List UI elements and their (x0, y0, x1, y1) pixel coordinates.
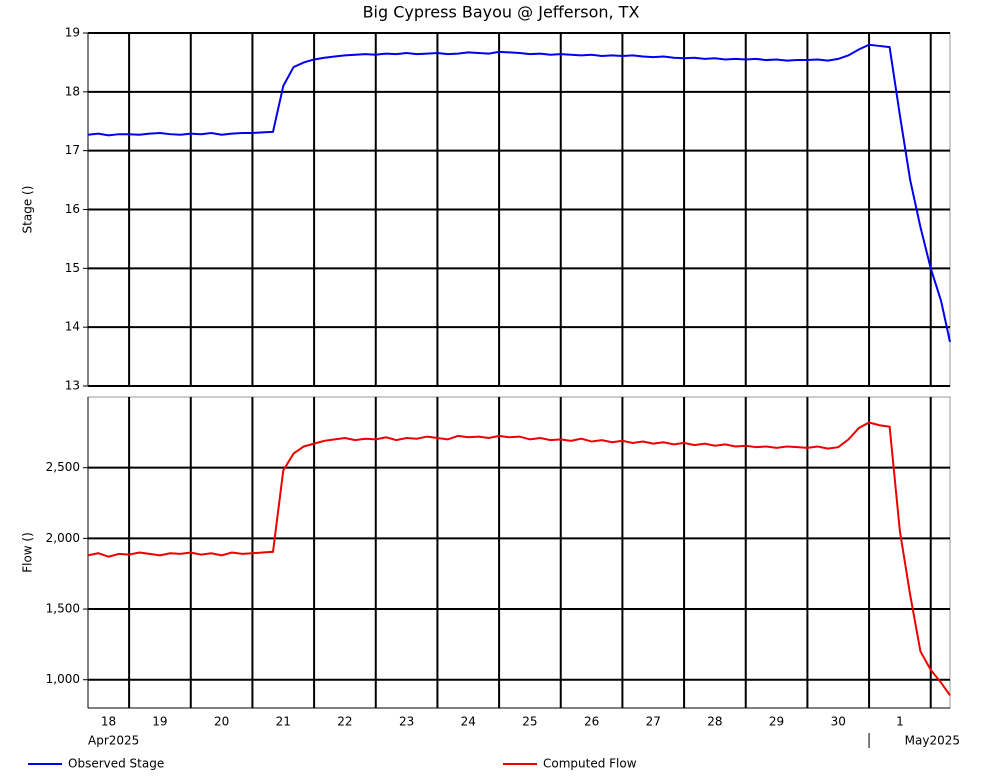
x-tick-label: 18 (101, 715, 116, 729)
x-tick-label: 26 (584, 715, 599, 729)
x-tick-label: 20 (214, 715, 229, 729)
y-axis-title: Flow () (21, 532, 35, 573)
x-tick-label: 30 (831, 715, 846, 729)
y-axis-title: Stage () (21, 186, 35, 234)
y-tick-label: 14 (65, 320, 80, 334)
y-tick-label: 19 (65, 26, 80, 40)
y-tick-label: 2,000 (46, 531, 80, 545)
legend-label: Observed Stage (68, 757, 164, 771)
x-tick-label: 19 (152, 715, 167, 729)
y-tick-label: 16 (65, 202, 80, 216)
month-label: Apr2025 (88, 734, 139, 748)
line-series (87, 421, 951, 696)
y-tick-label: 15 (65, 261, 80, 275)
month-label: May2025 (905, 734, 960, 748)
chart-title: Big Cypress Bayou @ Jefferson, TX (363, 3, 640, 22)
x-tick-label: 27 (646, 715, 661, 729)
y-tick-label: 18 (65, 84, 80, 98)
y-tick-label: 13 (65, 379, 80, 393)
x-tick-label: 25 (522, 715, 537, 729)
legend-label: Computed Flow (543, 757, 637, 771)
y-tick-label: 2,500 (46, 460, 80, 474)
x-tick-label: 21 (276, 715, 291, 729)
x-tick-label: 23 (399, 715, 414, 729)
plot-area (87, 396, 951, 709)
x-tick-label: 29 (769, 715, 784, 729)
y-tick-label: 17 (65, 143, 80, 157)
y-tick-label: 1,000 (46, 672, 80, 686)
x-tick-label: 22 (337, 715, 352, 729)
x-tick-label: 24 (461, 715, 476, 729)
x-tick-label: 1 (896, 715, 904, 729)
x-tick-label: 28 (707, 715, 722, 729)
line-series (87, 43, 951, 343)
y-tick-label: 1,500 (46, 602, 80, 616)
